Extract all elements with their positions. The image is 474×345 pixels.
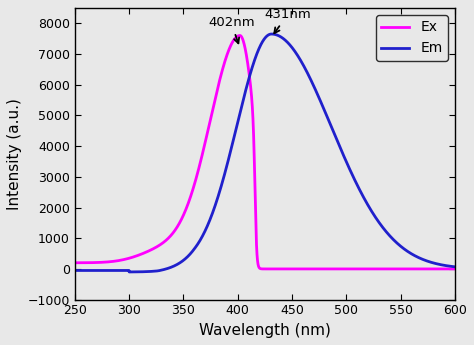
Em [234,122,240,126]
Ex [115,259,121,263]
Em [445,264,451,268]
Text: 431nm: 431nm [264,8,311,33]
Line: Em: Em [75,34,455,272]
Em [269,32,274,36]
Em [404,249,410,253]
Em [138,270,144,274]
X-axis label: Wavelength (nm): Wavelength (nm) [199,323,331,338]
Em [72,268,78,273]
Text: 402nm: 402nm [208,17,255,43]
Line: Ex: Ex [75,36,455,269]
Ex [72,261,78,265]
Em [218,186,224,190]
Ex [218,75,223,79]
Ex [138,252,144,256]
Legend: Ex, Em: Ex, Em [376,15,448,61]
Em [115,268,121,273]
Em [452,265,458,269]
Ex [445,267,451,271]
Ex [404,267,410,271]
Ex [452,267,458,271]
Ex [234,34,240,39]
Y-axis label: Intensity (a.u.): Intensity (a.u.) [7,98,22,210]
Ex [237,33,243,38]
Em [126,270,132,274]
